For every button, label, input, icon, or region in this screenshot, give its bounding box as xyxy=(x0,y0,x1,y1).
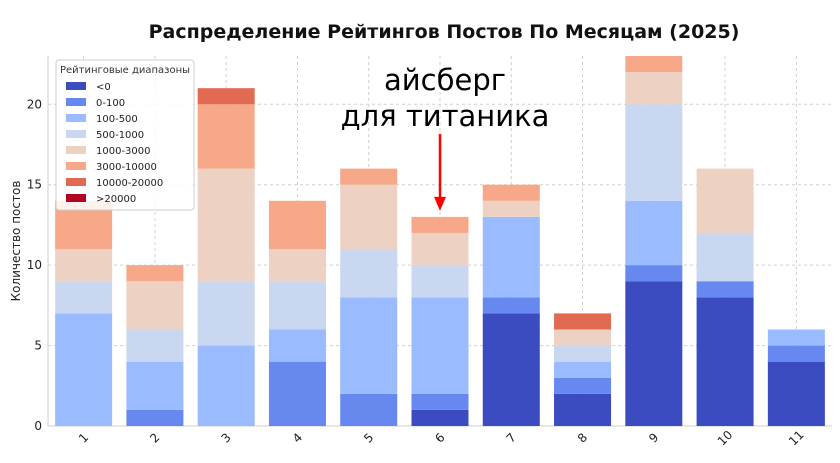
legend-swatch xyxy=(66,98,86,106)
x-tick-label: 1 xyxy=(76,430,91,445)
bar-segment xyxy=(768,346,825,362)
bar-segment xyxy=(483,201,540,217)
bar-segment xyxy=(340,297,397,394)
bar-segment xyxy=(483,313,540,426)
y-tick-label: 5 xyxy=(34,339,42,353)
bar-segment xyxy=(625,104,682,201)
bar-segment xyxy=(625,201,682,265)
y-axis-label: Количество постов xyxy=(9,181,23,302)
bar-segment xyxy=(411,394,468,410)
bar-segment xyxy=(55,249,112,281)
bar-segment xyxy=(554,394,611,426)
annotation-arrow-head xyxy=(434,197,446,211)
y-tick-label: 15 xyxy=(27,178,42,192)
bar-segment xyxy=(340,185,397,249)
bar-segment xyxy=(554,346,611,362)
bar-segment xyxy=(198,346,255,426)
x-tick-label: 4 xyxy=(290,430,305,445)
chart-title: Распределение Рейтингов Постов По Месяца… xyxy=(149,21,740,43)
bar-segment xyxy=(269,281,326,329)
bar-segment xyxy=(697,297,754,426)
legend: Рейтинговые диапазоны <0 0-100 100-500 500-1… xyxy=(56,60,194,210)
bar-segment xyxy=(554,362,611,378)
legend-entry: 3000-10000 xyxy=(96,162,157,173)
annotation-text: для титаника xyxy=(341,99,550,133)
x-tick-label: 2 xyxy=(147,430,162,445)
y-tick-label: 20 xyxy=(27,97,42,111)
bar-segment xyxy=(269,249,326,281)
bar-segment xyxy=(411,410,468,426)
legend-entry: 100-500 xyxy=(96,114,138,125)
bar-segment xyxy=(768,329,825,345)
bar-segment xyxy=(340,394,397,426)
legend-swatch xyxy=(66,82,86,90)
x-tick-label: 10 xyxy=(715,428,736,449)
bar-segment xyxy=(625,72,682,104)
y-tick-label: 10 xyxy=(27,258,42,272)
bar-segment xyxy=(198,169,255,282)
bar-segment xyxy=(483,217,540,297)
annotation-text: айсберг xyxy=(384,63,506,97)
bar-segment xyxy=(554,313,611,329)
x-tick-label: 6 xyxy=(432,430,447,445)
x-tick-label: 3 xyxy=(219,430,234,445)
legend-swatch xyxy=(66,114,86,122)
bar-segment xyxy=(198,88,255,104)
bar-segment xyxy=(269,201,326,249)
x-tick-label: 7 xyxy=(504,430,519,445)
legend-entry: 500-1000 xyxy=(96,130,144,141)
bar-segment xyxy=(269,362,326,426)
bar-segment xyxy=(697,233,754,281)
x-tick-label: 11 xyxy=(786,428,807,449)
bar-segment xyxy=(483,185,540,201)
bar-segment xyxy=(554,329,611,345)
bar-segment xyxy=(55,313,112,426)
bar-segment xyxy=(269,329,326,361)
x-tick-label: 8 xyxy=(575,430,590,445)
bar-segment xyxy=(198,281,255,345)
bar-segment xyxy=(625,56,682,72)
bar-segment xyxy=(411,217,468,233)
y-tick-label: 0 xyxy=(34,419,42,433)
legend-swatch xyxy=(66,178,86,186)
bar-segment xyxy=(411,233,468,265)
bar-segment xyxy=(126,329,183,361)
bar-segment xyxy=(126,265,183,281)
legend-entry: 1000-3000 xyxy=(96,146,151,157)
bar-segment xyxy=(411,265,468,297)
legend-entry: 10000-20000 xyxy=(96,178,163,189)
bar-segment xyxy=(198,104,255,168)
legend-swatch xyxy=(66,130,86,138)
bar-segment xyxy=(697,169,754,233)
legend-swatch xyxy=(66,162,86,170)
legend-title: Рейтинговые диапазоны xyxy=(60,65,190,76)
bar-segment xyxy=(55,281,112,313)
bar-segment xyxy=(411,297,468,394)
bar-segment xyxy=(126,362,183,410)
bar-segment xyxy=(340,169,397,185)
x-tick-label: 9 xyxy=(646,430,661,445)
bar-segment xyxy=(554,378,611,394)
legend-entry: >20000 xyxy=(96,194,136,205)
bar-segment xyxy=(483,297,540,313)
legend-swatch xyxy=(66,194,86,202)
bar-segment xyxy=(768,362,825,426)
legend-entry: <0 xyxy=(96,82,111,93)
bar-segment xyxy=(697,281,754,297)
bar-segment xyxy=(625,281,682,426)
legend-entry: 0-100 xyxy=(96,98,125,109)
bar-segment xyxy=(625,265,682,281)
bar-segment xyxy=(340,249,397,297)
legend-swatch xyxy=(66,146,86,154)
x-tick-label: 5 xyxy=(361,430,376,445)
bar-segment xyxy=(126,410,183,426)
bar-segment xyxy=(126,281,183,329)
